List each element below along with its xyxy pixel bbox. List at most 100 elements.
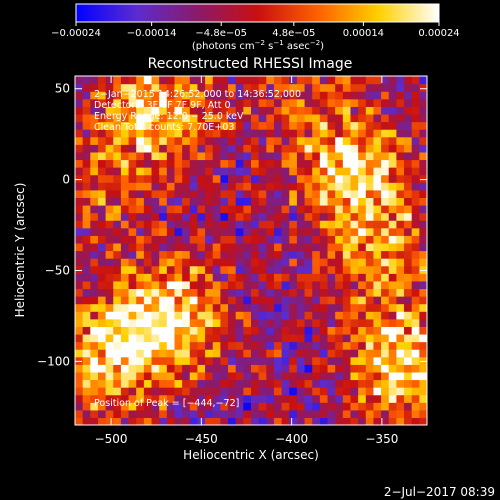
- heatmap-cell: [136, 212, 145, 221]
- heatmap-cell: [304, 333, 313, 343]
- heatmap-cell: [266, 136, 275, 145]
- heatmap-cell: [128, 265, 137, 274]
- heatmap-cell: [228, 189, 237, 198]
- heatmap-cell: [258, 227, 267, 236]
- heatmap-cell: [228, 242, 237, 252]
- heatmap-cell: [373, 98, 382, 107]
- heatmap-cell: [189, 136, 199, 145]
- heatmap-cell: [143, 417, 153, 425]
- heatmap-cell: [358, 296, 367, 305]
- heatmap-cell: [281, 144, 290, 153]
- heatmap-cell: [404, 212, 413, 221]
- heatmap-cell: [90, 250, 99, 259]
- heatmap-cell: [197, 402, 206, 411]
- heatmap-cell: [251, 106, 260, 115]
- info-clean-counts: Clean Total counts: 7.70E+03: [94, 122, 234, 133]
- heatmap-cell: [273, 417, 283, 425]
- heatmap-cell: [258, 98, 267, 107]
- heatmap-cell: [289, 265, 298, 274]
- heatmap-cell: [113, 189, 122, 198]
- heatmap-cell: [82, 258, 91, 267]
- heatmap-cell: [365, 280, 375, 290]
- heatmap-cell: [174, 258, 183, 267]
- heatmap-cell: [220, 364, 229, 373]
- heatmap-cell: [404, 265, 413, 274]
- heatmap-cell: [381, 235, 390, 244]
- heatmap-cell: [273, 136, 283, 145]
- heatmap-cell: [228, 144, 237, 153]
- heatmap-cell: [90, 379, 99, 388]
- heatmap-cell: [319, 167, 329, 176]
- heatmap-cell: [120, 273, 130, 282]
- heatmap-cell: [388, 159, 397, 168]
- heatmap-cell: [228, 387, 237, 396]
- heatmap-cell: [404, 197, 413, 206]
- heatmap-cell: [312, 189, 321, 198]
- heatmap-cell: [281, 258, 290, 267]
- heatmap-cell: [151, 91, 160, 100]
- heatmap-cell: [182, 417, 191, 425]
- heatmap-cell: [304, 212, 313, 221]
- heatmap-cell: [273, 258, 283, 267]
- heatmap-cell: [151, 402, 160, 411]
- x-tick-label: −450: [185, 432, 218, 446]
- heatmap-cell: [159, 129, 168, 138]
- heatmap-cell: [235, 242, 244, 252]
- heatmap-cell: [136, 364, 145, 373]
- heatmap-cell: [174, 121, 183, 130]
- heatmap-cell: [151, 387, 160, 396]
- heatmap-cell: [365, 204, 375, 214]
- heatmap-pixels: [75, 76, 427, 425]
- heatmap-cell: [358, 280, 367, 290]
- heatmap-cell: [143, 212, 153, 221]
- heatmap-cell: [251, 220, 260, 229]
- heatmap-cell: [97, 409, 107, 419]
- heatmap-cell: [342, 121, 352, 130]
- heatmap-cell: [189, 182, 199, 191]
- heatmap-cell: [166, 356, 176, 365]
- heatmap-cell: [228, 121, 237, 130]
- heatmap-cell: [113, 379, 122, 388]
- heatmap-cell: [113, 258, 122, 267]
- heatmap-cell: [243, 197, 252, 206]
- heatmap-cell: [396, 296, 405, 305]
- heatmap-cell: [120, 204, 130, 214]
- heatmap-cell: [128, 113, 137, 123]
- heatmap-cell: [319, 387, 329, 396]
- heatmap-cell: [151, 144, 160, 153]
- heatmap-cell: [212, 136, 221, 145]
- heatmap-cell: [197, 212, 206, 221]
- heatmap-cell: [419, 417, 427, 425]
- heatmap-cell: [113, 333, 122, 343]
- heatmap-cell: [90, 189, 99, 198]
- heatmap-cell: [419, 235, 427, 244]
- heatmap-cell: [75, 113, 84, 123]
- heatmap-cell: [388, 76, 397, 85]
- heatmap-cell: [342, 220, 352, 229]
- heatmap-cell: [342, 356, 352, 365]
- heatmap-cell: [228, 227, 237, 236]
- heatmap-cell: [174, 235, 183, 244]
- heatmap-cell: [174, 394, 183, 403]
- heatmap-cell: [388, 98, 397, 107]
- heatmap-cell: [75, 189, 84, 198]
- heatmap-cell: [312, 402, 321, 411]
- y-axis-label: Heliocentric Y (arcsec): [13, 183, 27, 318]
- heatmap-cell: [404, 189, 413, 198]
- heatmap-cell: [266, 356, 275, 365]
- heatmap-cell: [404, 402, 413, 411]
- heatmap-cell: [220, 144, 229, 153]
- heatmap-cell: [128, 197, 137, 206]
- heatmap-cell: [266, 250, 275, 259]
- heatmap-cell: [174, 371, 183, 381]
- heatmap-cell: [235, 311, 244, 320]
- heatmap-cell: [128, 326, 137, 335]
- heatmap-cell: [327, 144, 336, 153]
- heatmap-cell: [273, 113, 283, 123]
- heatmap-cell: [243, 387, 252, 396]
- heatmap-cell: [289, 379, 298, 388]
- heatmap-cell: [189, 212, 199, 221]
- heatmap-cell: [266, 402, 275, 411]
- heatmap-cell: [174, 326, 183, 335]
- heatmap-cell: [128, 76, 137, 85]
